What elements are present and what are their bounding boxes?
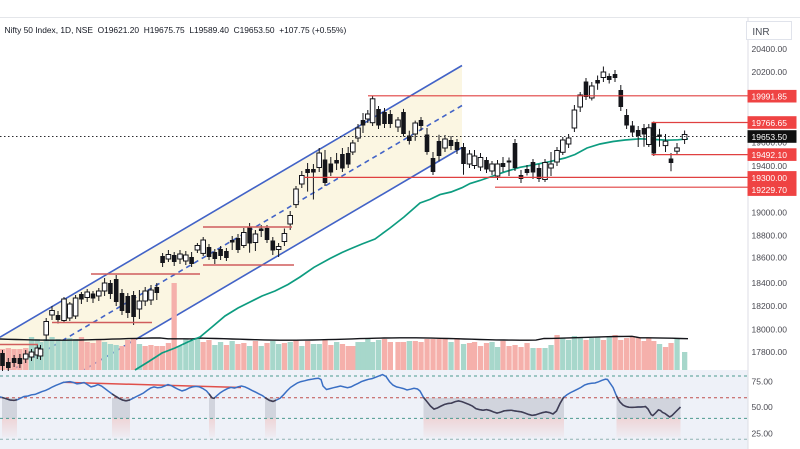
svg-text:50.00: 50.00	[752, 402, 774, 412]
svg-text:20200.00: 20200.00	[752, 67, 788, 77]
svg-text:25.00: 25.00	[752, 429, 774, 439]
svg-text:19300.00: 19300.00	[752, 173, 788, 183]
svg-text:INR: INR	[752, 27, 769, 38]
svg-text:18200.00: 18200.00	[752, 301, 788, 311]
svg-text:18400.00: 18400.00	[752, 278, 788, 288]
svg-text:75.00: 75.00	[752, 377, 774, 387]
svg-text:19653.50: 19653.50	[752, 132, 788, 142]
svg-text:18600.00: 18600.00	[752, 253, 788, 263]
svg-text:19400.00: 19400.00	[752, 161, 788, 171]
svg-text:19000.00: 19000.00	[752, 207, 788, 217]
svg-text:19766.65: 19766.65	[752, 118, 788, 128]
svg-text:20400.00: 20400.00	[752, 44, 788, 54]
svg-text:19991.85: 19991.85	[752, 92, 788, 102]
svg-text:17800.00: 17800.00	[752, 347, 788, 357]
svg-text:18800.00: 18800.00	[752, 231, 788, 241]
svg-text:19492.10: 19492.10	[752, 150, 788, 160]
svg-text:Nifty 50 Index, 1D, NSE O1962: Nifty 50 Index, 1D, NSE O19621.20 H19675…	[5, 25, 347, 35]
svg-text:18000.00: 18000.00	[752, 324, 788, 334]
svg-text:19229.70: 19229.70	[752, 185, 788, 195]
